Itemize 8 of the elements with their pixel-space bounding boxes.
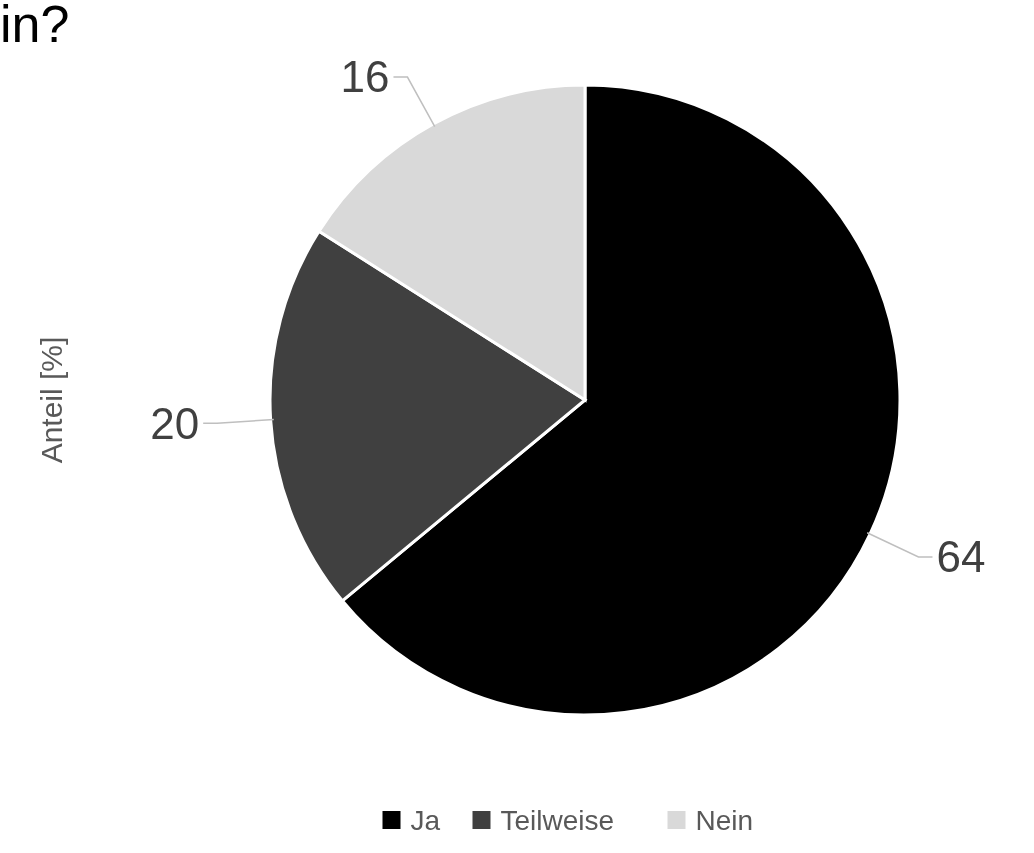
text: Anteil [%] [35,336,68,464]
data-label: 16 [340,52,390,102]
data-label: 20 [150,398,200,448]
legend-label: Teilweise [500,804,615,836]
data-label: 64 [936,532,986,582]
chart-title: in? [0,0,70,53]
legend-label: Nein [695,804,754,836]
legend-label: Ja [410,804,441,836]
